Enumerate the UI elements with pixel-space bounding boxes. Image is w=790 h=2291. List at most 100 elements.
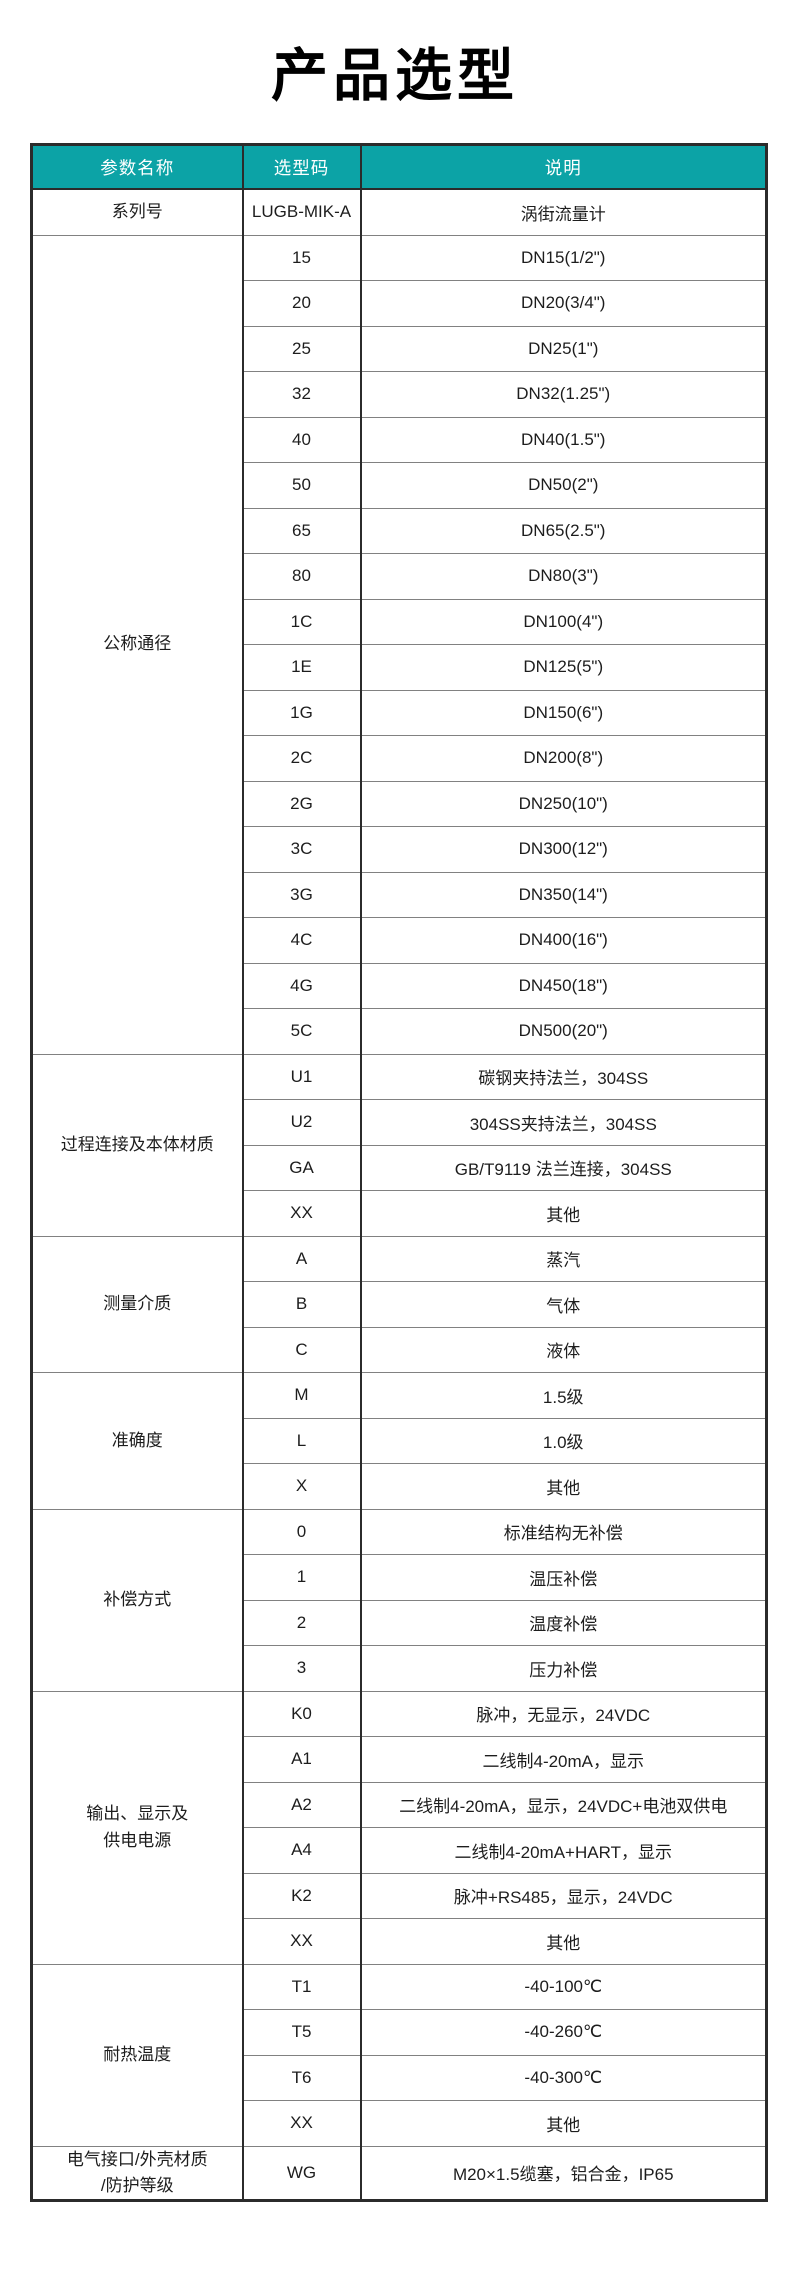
desc-cell: 温度补偿 (360, 1599, 767, 1646)
table-row: C 液体 (32, 1326, 767, 1373)
group-label-line: 测量介质 (103, 1294, 172, 1314)
table-row: 1G DN150(6") (32, 689, 767, 736)
desc-cell: 1.0级 (360, 1417, 767, 1464)
code-cell: XX (242, 1190, 362, 1236)
code-cell: 1C (242, 598, 362, 645)
group-label-line: /防护等级 (100, 2175, 174, 2195)
desc-cell: 1.5级 (360, 1372, 767, 1418)
product-selection-table: 参数名称 选型码 说明 系列号 LUGB-MIK-A 涡街流量计 公称通径 15 DN15… (30, 143, 768, 2203)
desc-cell: 温压补偿 (360, 1554, 767, 1600)
code-cell: M (242, 1372, 362, 1418)
table-row: 测量介质 A 蒸汽 (31, 1235, 767, 1373)
desc-cell: 蒸汽 (360, 1235, 767, 1282)
desc-cell: DN500(20") (360, 1008, 767, 1054)
table-row: 32 DN32(1.25") (32, 371, 767, 417)
group-label-cell: 系列号 (31, 188, 244, 235)
code-cell: 32 (242, 371, 362, 417)
table-row: A1 二线制4-20mA，显示 (32, 1736, 767, 1782)
desc-cell: DN40(1.5") (360, 416, 767, 463)
desc-cell: DN65(2.5") (360, 507, 767, 554)
table-row: 4C DN400(16") (32, 917, 767, 963)
table-row: 系列号 LUGB-MIK-A 涡街流量计 (31, 188, 767, 235)
table-body: 系列号 LUGB-MIK-A 涡街流量计 公称通径 15 DN15(1/2") 20 DN20… (31, 188, 767, 2201)
code-cell: GA (242, 1144, 362, 1191)
table-row: B 气体 (32, 1281, 767, 1327)
desc-cell: DN200(8") (360, 735, 767, 781)
code-cell: K2 (242, 1872, 362, 1919)
table-row: K2 脉冲+RS485，显示，24VDC (32, 1872, 767, 1919)
group-label-line: 过程连接及本体材质 (60, 1134, 214, 1154)
code-cell: 4C (242, 917, 362, 963)
desc-cell: 其他 (360, 1190, 767, 1236)
desc-cell: DN250(10") (360, 780, 767, 827)
code-cell: A4 (242, 1827, 362, 1873)
group-label-cell: 过程连接及本体材质 (31, 1053, 244, 1236)
group-label-cell: 输出、显示及 供电电源 (31, 1690, 244, 1964)
code-cell: T5 (242, 2009, 362, 2055)
desc-cell: DN20(3/4") (360, 280, 767, 326)
desc-cell: 压力补偿 (360, 1645, 767, 1691)
desc-cell: DN15(1/2") (360, 234, 767, 281)
table-row: A4 二线制4-20mA+HART，显示 (32, 1827, 767, 1873)
group-label-cell: 公称通径 (31, 234, 244, 1054)
table-row: 1E DN125(5") (32, 644, 767, 690)
table-row: GA GB/T9119 法兰连接，304SS (32, 1144, 767, 1191)
code-cell: WG (242, 2145, 362, 2201)
code-cell: A1 (242, 1736, 362, 1782)
code-cell: 1E (242, 644, 362, 690)
group-label-cell: 测量介质 (31, 1235, 244, 1373)
desc-cell: 气体 (360, 1281, 767, 1327)
desc-cell: 脉冲，无显示，24VDC (360, 1690, 767, 1737)
page-title: 产品选型 (271, 44, 519, 108)
table-row: XX 其他 (32, 1918, 767, 1964)
code-cell: U1 (242, 1053, 362, 1100)
table-row: 50 DN50(2") (32, 462, 767, 508)
group-label-line: 系列号 (111, 202, 163, 222)
header-cell-parameter-name: 参数名称 (31, 144, 244, 190)
table-row: 公称通径 15 DN15(1/2") (31, 234, 767, 1054)
header-cell-selection-code: 选型码 (242, 144, 362, 190)
desc-cell: 其他 (360, 1918, 767, 1964)
code-cell: B (242, 1281, 362, 1327)
desc-cell: 液体 (360, 1326, 767, 1373)
code-cell: 20 (242, 280, 362, 326)
group-label-line: 补偿方式 (103, 1589, 172, 1609)
code-cell: X (242, 1463, 362, 1509)
desc-cell: M20×1.5缆塞，铝合金，IP65 (360, 2145, 767, 2201)
table-row: 25 DN25(1") (32, 325, 767, 372)
code-cell: 25 (242, 325, 362, 372)
code-cell: 2 (242, 1599, 362, 1646)
desc-cell: DN50(2") (360, 462, 767, 508)
table-row: 2 温度补偿 (32, 1599, 767, 1646)
table-row: T5 -40-260℃ (32, 2009, 767, 2055)
code-cell: 3 (242, 1645, 362, 1691)
code-cell: XX (242, 1918, 362, 1964)
table-row: 2C DN200(8") (32, 735, 767, 781)
desc-cell: 二线制4-20mA，显示，24VDC+电池双供电 (360, 1781, 767, 1828)
header-cell-description: 说明 (360, 144, 767, 190)
table-row: 3 压力补偿 (32, 1645, 767, 1691)
desc-cell: -40-300℃ (360, 2054, 767, 2101)
code-cell: C (242, 1326, 362, 1373)
desc-cell: DN350(14") (360, 871, 767, 918)
code-cell: 50 (242, 462, 362, 508)
desc-cell: DN400(16") (360, 917, 767, 963)
table-row: 输出、显示及 供电电源 K0 脉冲，无显示，24VDC (31, 1690, 767, 1964)
group-label-cell: 补偿方式 (31, 1508, 244, 1691)
desc-cell: 二线制4-20mA+HART，显示 (360, 1827, 767, 1873)
group-label-cell: 电气接口/外壳材质/防护等级 (31, 2145, 244, 2201)
code-cell: K0 (242, 1690, 362, 1737)
desc-cell: DN25(1") (360, 325, 767, 372)
table-row: 2G DN250(10") (32, 780, 767, 827)
desc-cell: 标准结构无补偿 (360, 1508, 767, 1555)
table-row: 4G DN450(18") (32, 962, 767, 1009)
desc-cell: 涡街流量计 (360, 188, 767, 235)
table-row: 40 DN40(1.5") (32, 416, 767, 463)
group-label-line: 电气接口/外壳材质 (66, 2149, 208, 2169)
table-row: A2 二线制4-20mA，显示，24VDC+电池双供电 (32, 1781, 767, 1828)
code-cell: A2 (242, 1781, 362, 1828)
header-row: 参数名称 选型码 说明 (31, 144, 767, 190)
code-cell: U2 (242, 1099, 362, 1145)
code-cell: T6 (242, 2054, 362, 2101)
code-cell: 0 (242, 1508, 362, 1555)
